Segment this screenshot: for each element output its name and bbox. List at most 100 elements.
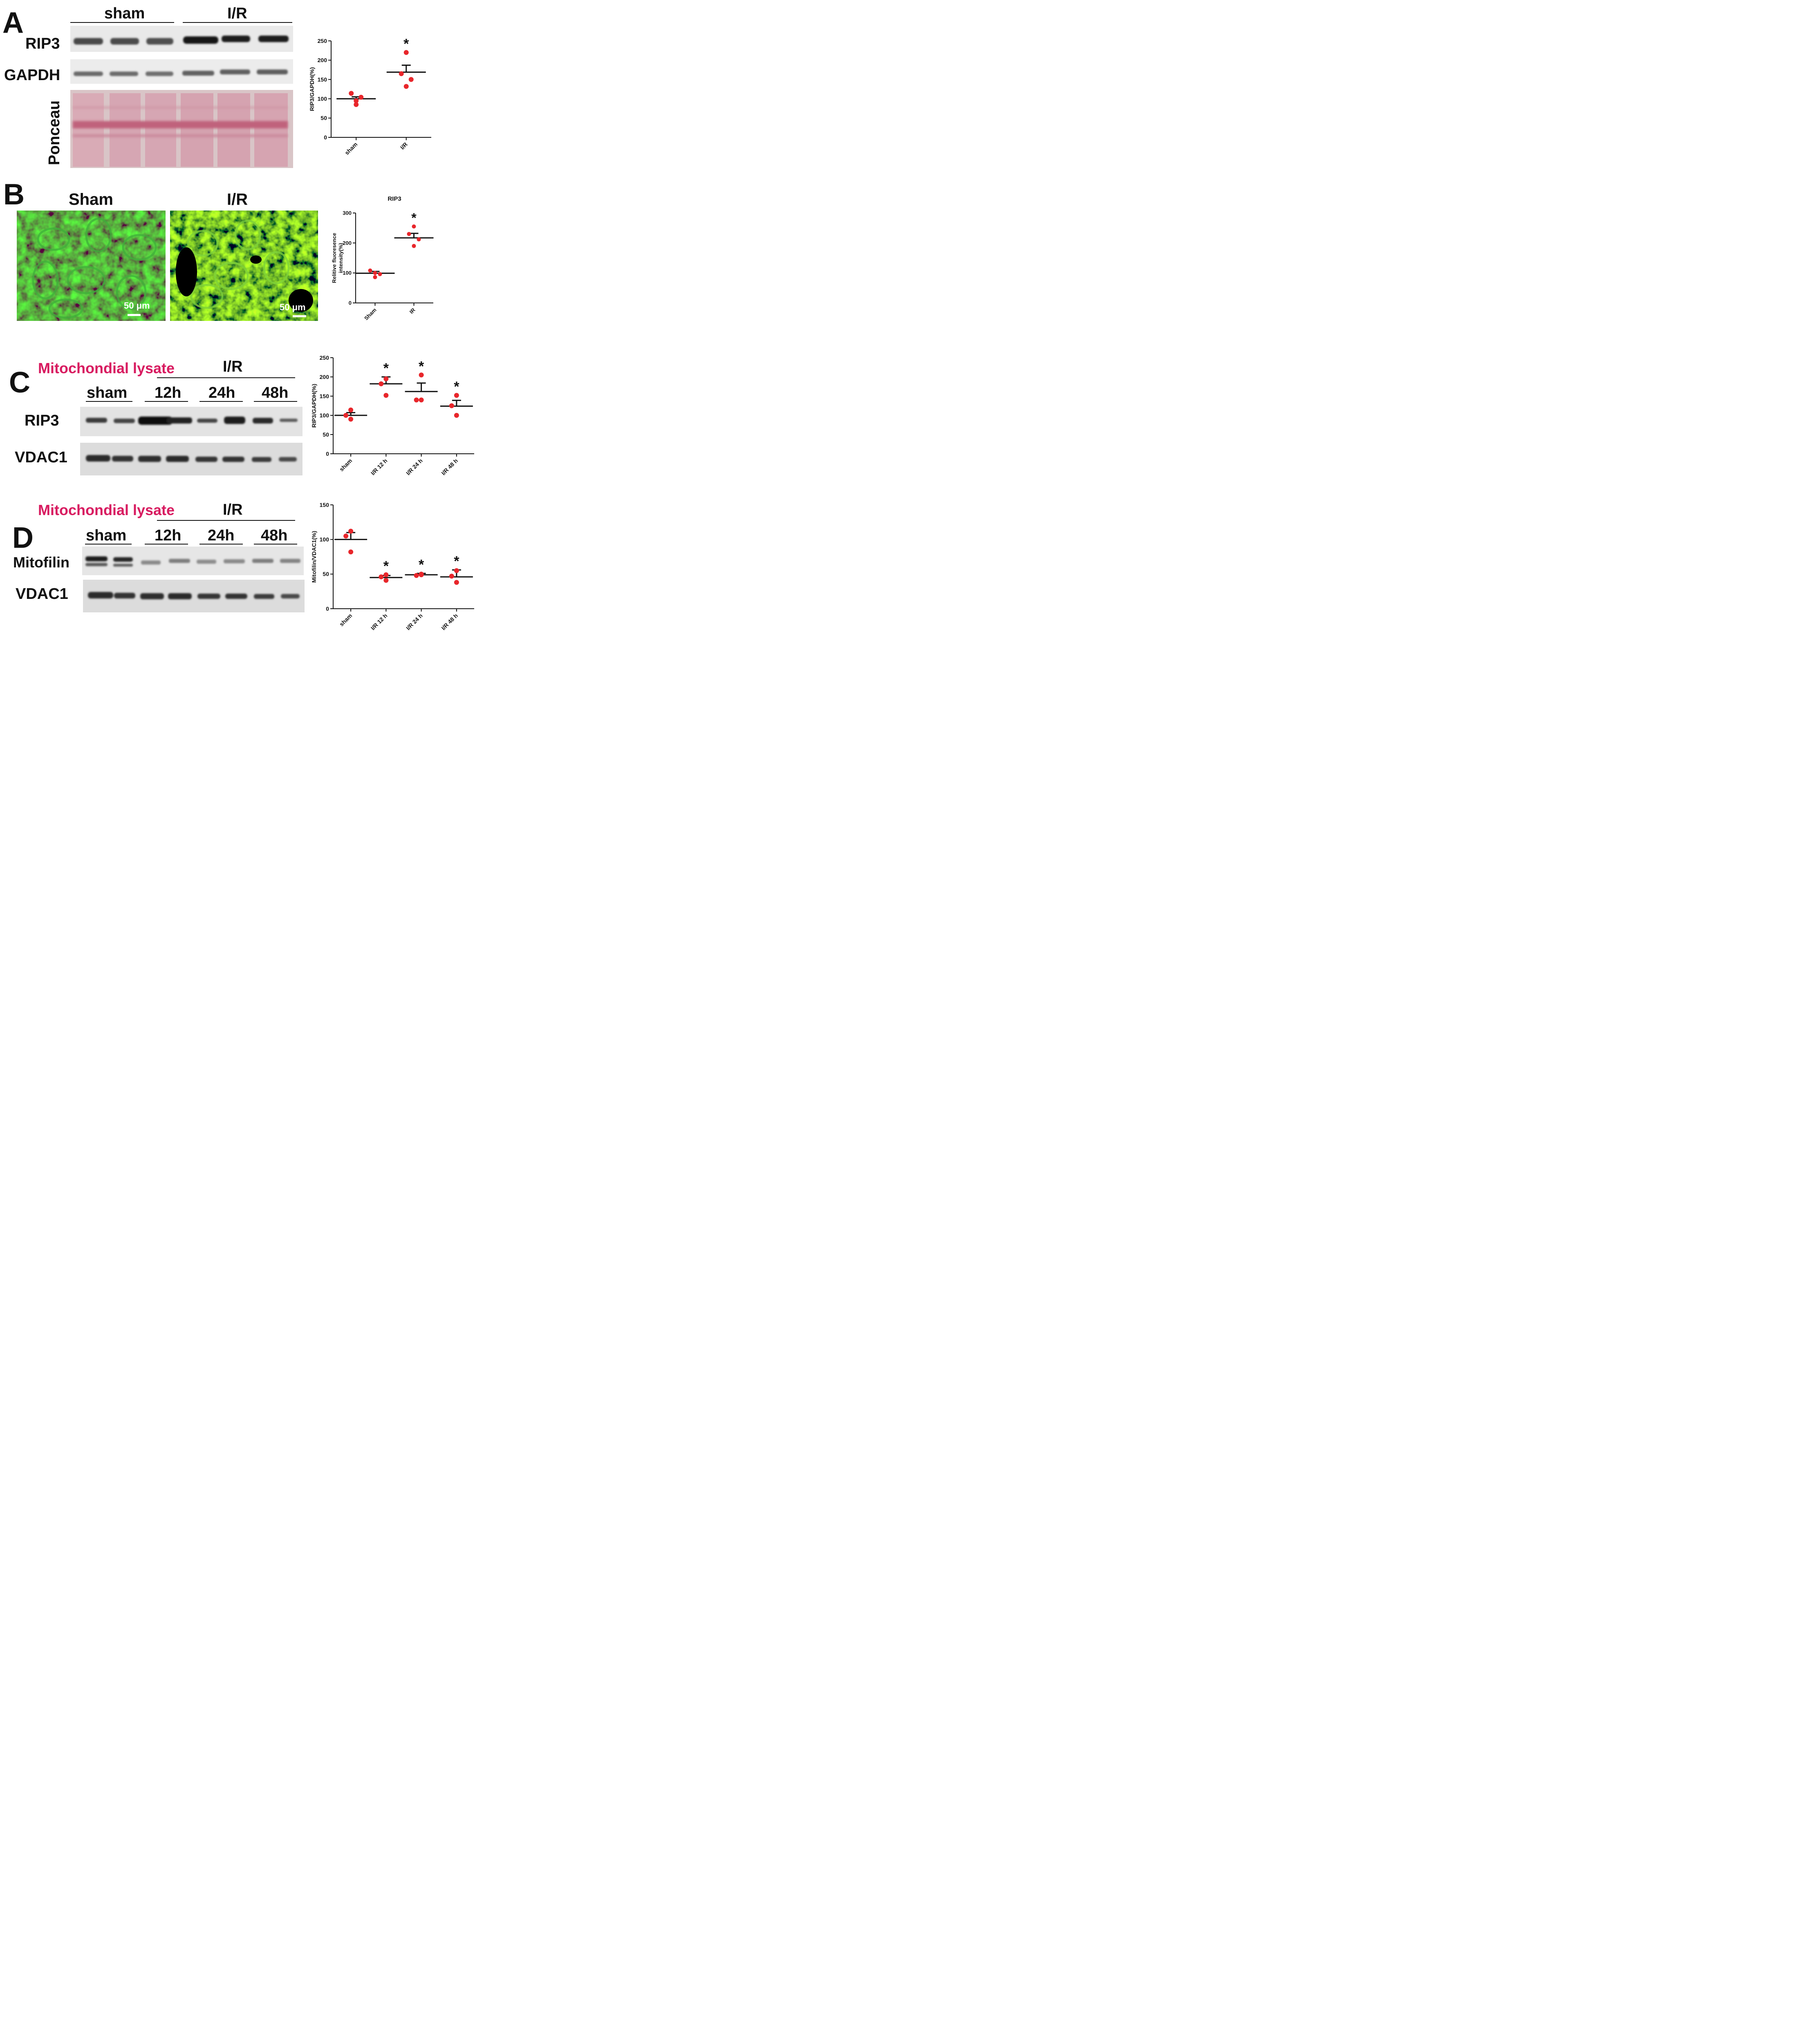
y-axis-label-line: intensity(%) bbox=[338, 243, 344, 273]
micrograph-ir: 50 μm bbox=[170, 211, 318, 321]
row-label-ponceau: Ponceau bbox=[46, 100, 63, 165]
row-label-rip3-c: RIP3 bbox=[25, 412, 59, 429]
data-point bbox=[454, 580, 459, 585]
significance-star: * bbox=[403, 36, 409, 52]
significance-star: * bbox=[419, 359, 424, 374]
y-tick-label: 50 bbox=[323, 431, 329, 438]
chart-a: 0 50 100 150 200 250 RIP3/GAPDH(%) sham I/R * bbox=[300, 33, 435, 174]
y-tick-label: 50 bbox=[323, 571, 329, 577]
x-tick-label: IR bbox=[408, 307, 417, 315]
data-point bbox=[419, 572, 424, 578]
x-tick-label: sham bbox=[343, 141, 359, 156]
blot-ponceau bbox=[70, 90, 293, 168]
data-point bbox=[349, 91, 354, 96]
panel-letter-d: D bbox=[12, 522, 34, 554]
chart-d: 0 50 100 150 Mitofilin/VDAC1(%) sham I/R 12 h *… bbox=[309, 501, 476, 644]
data-point bbox=[373, 275, 377, 279]
data-point bbox=[343, 533, 349, 539]
significance-star: * bbox=[454, 379, 459, 394]
data-point bbox=[419, 372, 424, 378]
x-tick-label: sham bbox=[338, 612, 353, 628]
data-point bbox=[348, 417, 354, 422]
lane-line-24h-c bbox=[199, 401, 243, 402]
y-axis-label: Relitive fluoresenceintensity(%) bbox=[331, 233, 344, 283]
data-point bbox=[412, 244, 416, 248]
y-tick-label: 0 bbox=[349, 300, 352, 306]
y-tick-label: 0 bbox=[326, 605, 329, 612]
data-point bbox=[348, 549, 354, 555]
data-point bbox=[403, 84, 409, 89]
data-point bbox=[419, 397, 424, 403]
data-point bbox=[378, 272, 382, 276]
data-point bbox=[454, 568, 459, 573]
data-point bbox=[354, 98, 359, 103]
data-point bbox=[449, 574, 454, 579]
panel-letter-b: B bbox=[3, 178, 25, 211]
y-axis-label: Mitofilin/VDAC1(%) bbox=[311, 531, 317, 583]
row-label-vdac1-c: VDAC1 bbox=[15, 449, 67, 466]
group-line-ir-c bbox=[157, 377, 295, 378]
lane-label-24h-d: 24h bbox=[208, 527, 235, 544]
group-label-ir: I/R bbox=[227, 5, 247, 22]
group-line-sham bbox=[70, 22, 174, 23]
data-point bbox=[407, 232, 411, 236]
blot-rip3-c bbox=[80, 407, 302, 436]
y-axis-label-line: Relitive fluoresence bbox=[331, 233, 337, 283]
y-tick-label: 250 bbox=[320, 354, 329, 361]
lysate-label-d: Mitochondial lysate bbox=[38, 502, 175, 518]
blot-rip3-a bbox=[70, 26, 293, 52]
data-point bbox=[368, 268, 372, 273]
lane-line-12h-c bbox=[145, 401, 188, 402]
image-label-sham: Sham bbox=[69, 191, 113, 208]
chart-b: 0 100 200 300 Relitive fluoresenceintensity(… bbox=[323, 194, 446, 333]
row-label-vdac1-d: VDAC1 bbox=[16, 585, 68, 603]
lane-label-sham-d: sham bbox=[86, 527, 127, 544]
x-tick-label: sham bbox=[338, 457, 353, 473]
significance-star: * bbox=[383, 558, 389, 574]
y-axis-label: RIP3/GAPDH(%) bbox=[311, 384, 317, 428]
lane-label-24h-c: 24h bbox=[208, 384, 235, 401]
significance-star: * bbox=[419, 557, 424, 573]
y-axis-label: RIP3/GAPDH(%) bbox=[309, 67, 315, 111]
scale-bar-ir bbox=[293, 315, 306, 317]
data-point bbox=[403, 50, 409, 55]
y-tick-label: 100 bbox=[318, 96, 327, 102]
y-tick-label: 100 bbox=[320, 412, 329, 419]
data-point bbox=[414, 397, 419, 403]
x-tick-label: Sham bbox=[363, 307, 378, 322]
group-line-ir bbox=[183, 22, 292, 23]
image-label-ir: I/R bbox=[227, 191, 248, 208]
y-tick-label: 0 bbox=[326, 450, 329, 457]
data-point bbox=[412, 224, 416, 229]
row-label-rip3: RIP3 bbox=[25, 35, 60, 52]
scale-bar-sham bbox=[128, 314, 141, 316]
data-point bbox=[414, 573, 419, 578]
x-tick-label: I/R 24 h bbox=[405, 457, 424, 477]
group-label-ir-d: I/R bbox=[223, 501, 243, 518]
panel-letter-c: C bbox=[9, 366, 30, 399]
lane-line-48h-c bbox=[254, 401, 297, 402]
significance-star: * bbox=[411, 211, 417, 225]
data-point bbox=[408, 77, 414, 82]
data-point bbox=[383, 393, 389, 398]
row-label-gapdh: GAPDH bbox=[4, 67, 60, 84]
group-label-ir-c: I/R bbox=[223, 358, 243, 375]
data-point bbox=[383, 578, 389, 583]
y-tick-label: 300 bbox=[343, 210, 352, 216]
data-point bbox=[449, 403, 454, 408]
row-label-mitofilin-d: Mitofilin bbox=[13, 554, 69, 571]
x-tick-label: I/R 12 h bbox=[370, 457, 389, 477]
x-tick-label: I/R 12 h bbox=[370, 612, 389, 632]
data-point bbox=[383, 376, 389, 381]
y-tick-label: 200 bbox=[318, 57, 327, 63]
scale-bar-label-ir: 50 μm bbox=[280, 302, 306, 312]
y-tick-label: 0 bbox=[324, 134, 327, 141]
significance-star: * bbox=[383, 361, 389, 376]
lane-line-24h-d bbox=[199, 544, 243, 545]
lane-label-48h-d: 48h bbox=[261, 527, 288, 544]
y-tick-label: 100 bbox=[343, 270, 352, 276]
data-point bbox=[343, 413, 349, 418]
y-tick-label: 100 bbox=[320, 536, 329, 543]
data-point bbox=[399, 71, 404, 76]
lane-line-sham-c bbox=[86, 401, 132, 402]
